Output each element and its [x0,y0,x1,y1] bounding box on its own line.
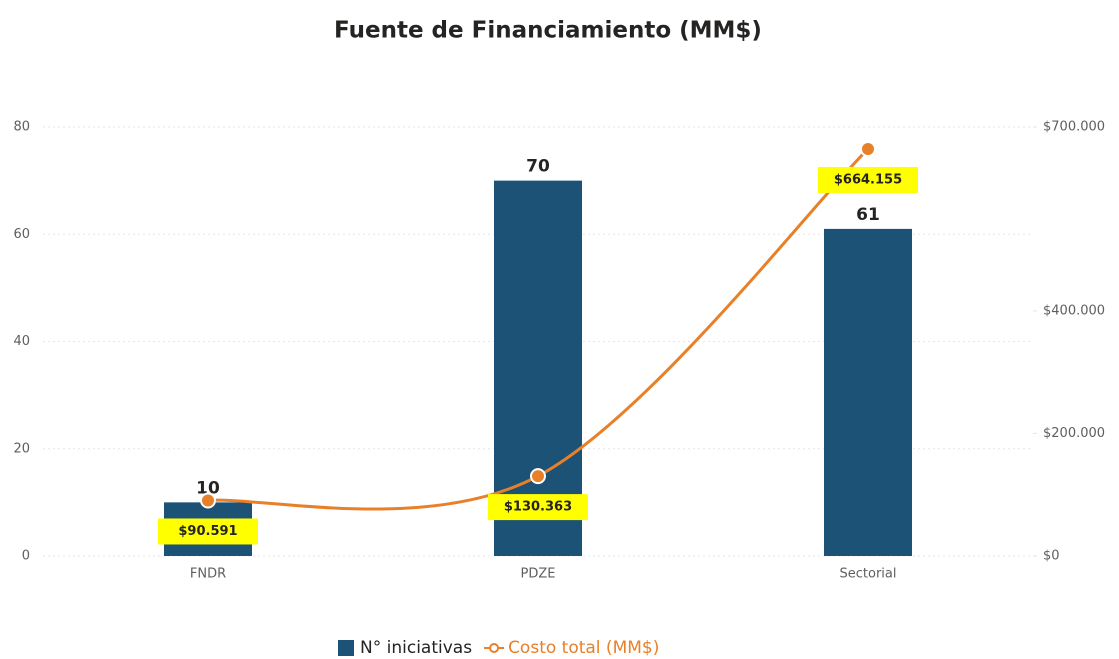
y2-tick-label: $200.000 [1043,426,1105,441]
line-value-label: $130.363 [504,500,572,515]
y2-tick-label: $700.000 [1043,120,1105,135]
y-tick-label: 80 [13,120,30,135]
bar [824,228,912,556]
line [207,147,870,511]
line-point [530,468,546,485]
legend-swatch [338,640,354,656]
line-point [860,140,876,157]
y-tick-label: 20 [13,441,30,456]
value-label-bg [488,494,588,521]
bar-value-label: 10 [196,478,220,498]
chart-title: Fuente de Financiamiento (MM$) [334,18,762,44]
value-label-bg [158,518,258,545]
legend-swatch [489,643,500,653]
y-tick-label: 0 [22,549,30,564]
line-point [200,492,216,509]
x-tick-label: FNDR [190,567,226,582]
y2-tick-label: $0 [1043,549,1060,564]
legend-label: Costo total (MM$) [508,638,659,658]
bar-value-label: 61 [856,205,880,225]
bar-value-label: 70 [526,157,550,177]
y2-tick-label: $400.000 [1043,303,1105,318]
y-tick-label: 60 [13,227,30,242]
line-value-label: $90.591 [178,524,237,539]
value-label-bg [818,166,918,193]
x-tick-label: PDZE [521,567,556,582]
x-tick-label: Sectorial [840,567,897,582]
legend-label: N° iniciativas [360,638,472,658]
line-value-label: $664.155 [834,172,902,187]
bar [494,180,582,556]
y-tick-label: 40 [13,334,30,349]
